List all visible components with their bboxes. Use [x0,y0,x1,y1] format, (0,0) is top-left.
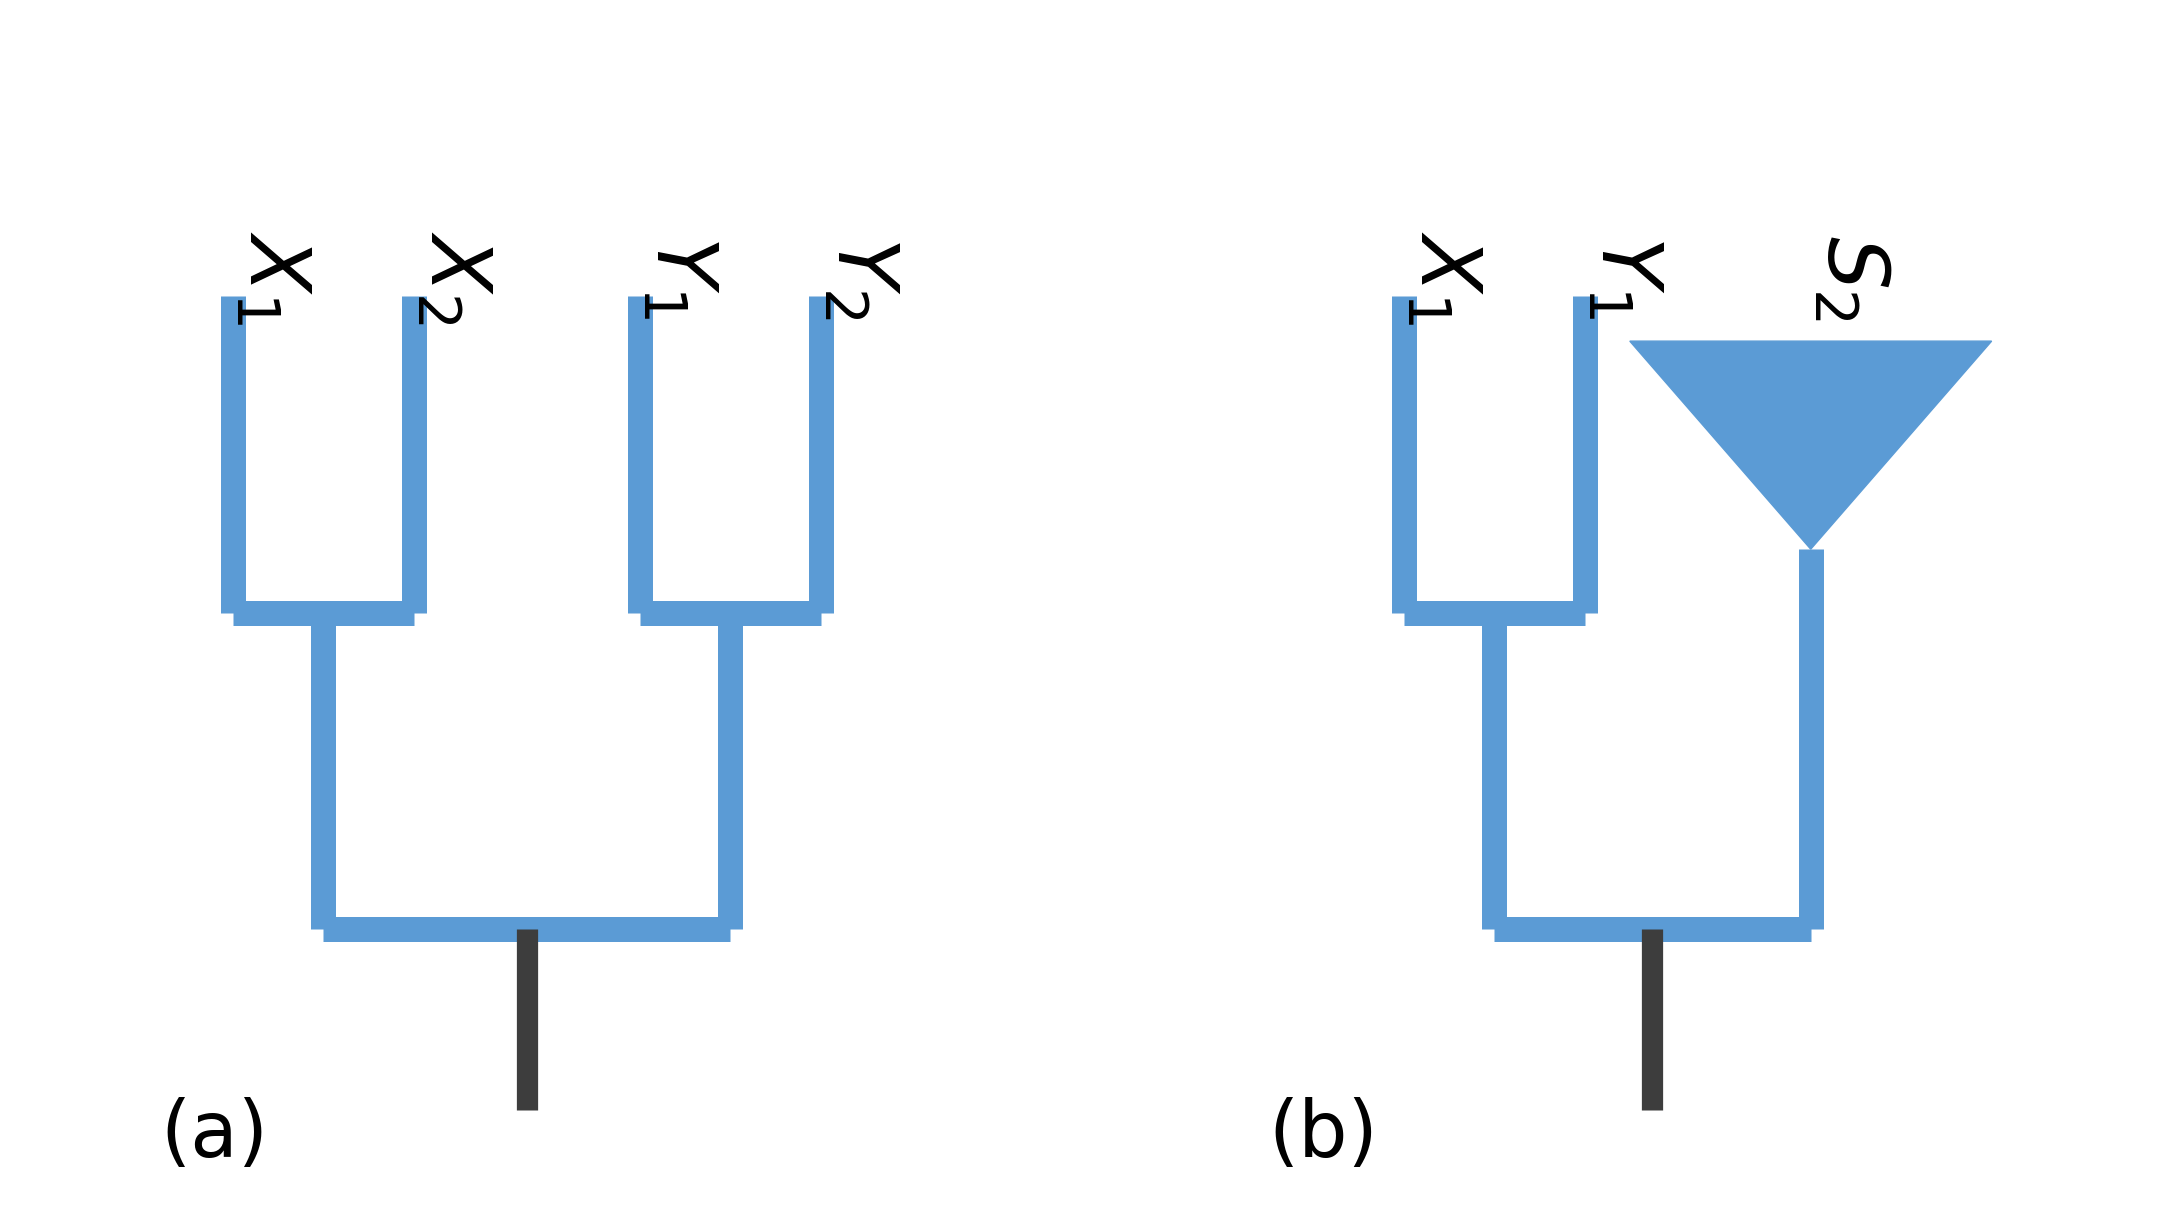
Text: $S_{2}$: $S_{2}$ [1811,235,1891,321]
Text: $Y_{1}$: $Y_{1}$ [1584,235,1666,320]
Text: (b): (b) [1269,1098,1379,1174]
Text: (a): (a) [160,1098,268,1174]
Text: $X_{1}$: $X_{1}$ [1405,230,1485,325]
Text: $Y_{2}$: $Y_{2}$ [821,235,901,320]
Polygon shape [1629,341,1992,549]
Text: $X_{1}$: $X_{1}$ [233,230,313,325]
Text: $X_{2}$: $X_{2}$ [413,230,495,325]
Text: $Y_{1}$: $Y_{1}$ [640,235,722,320]
